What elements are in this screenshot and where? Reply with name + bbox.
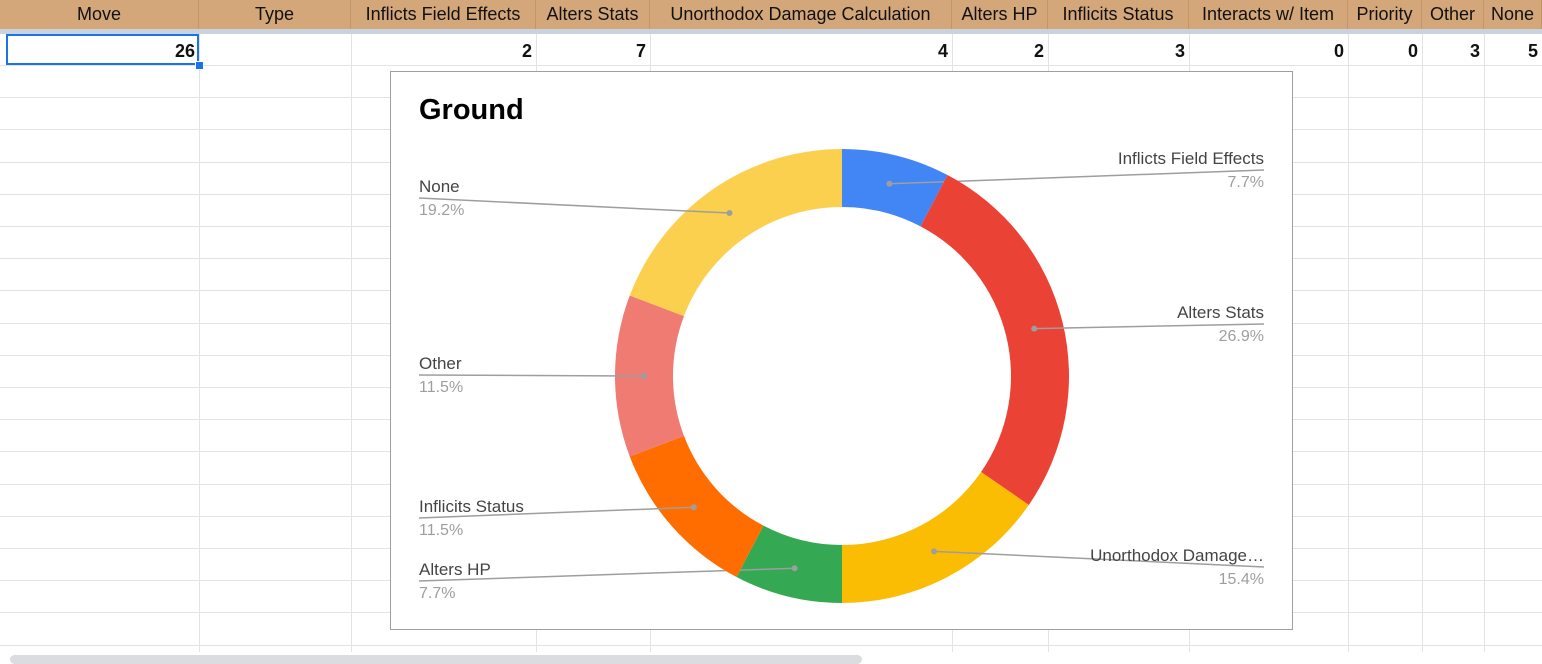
cell-alters-hp[interactable]: 2 bbox=[1033, 41, 1044, 61]
cell-alters-stats[interactable]: 7 bbox=[635, 41, 646, 61]
cell-none[interactable]: 5 bbox=[1527, 41, 1538, 61]
column-header-unorthodox-damage[interactable]: Unorthodox Damage Calculation bbox=[650, 0, 952, 29]
cell-inflicits-status[interactable]: 3 bbox=[1174, 41, 1185, 61]
leader-dot bbox=[931, 548, 938, 555]
cell-other[interactable]: 3 bbox=[1469, 41, 1480, 61]
slice-percent-inflicits-status: 11.5% bbox=[419, 522, 463, 539]
horizontal-scrollbar[interactable] bbox=[10, 655, 862, 664]
column-gridline bbox=[199, 34, 200, 652]
slice-label-other: Other bbox=[419, 354, 462, 373]
slice-label-none: None bbox=[419, 177, 460, 196]
column-header-alters-stats[interactable]: Alters Stats bbox=[536, 0, 650, 29]
slice-percent-inflicts-field-effects: 7.7% bbox=[1228, 174, 1264, 191]
column-header-priority[interactable]: Priority bbox=[1348, 0, 1422, 29]
leader-dot bbox=[690, 504, 697, 511]
column-header-move[interactable]: Move bbox=[0, 0, 199, 29]
slice-label-alters-hp: Alters HP bbox=[419, 560, 491, 579]
column-gridline bbox=[1484, 34, 1485, 652]
leader-line bbox=[933, 550, 1265, 568]
leader-dot bbox=[726, 210, 733, 217]
column-header-alters-hp[interactable]: Alters HP bbox=[952, 0, 1048, 29]
column-gridline bbox=[351, 34, 352, 652]
leader-dot bbox=[1031, 325, 1038, 332]
header-row-divider bbox=[0, 29, 1542, 34]
column-header-inflicts-field-effects[interactable]: Inflicts Field Effects bbox=[351, 0, 536, 29]
slice-label-inflicits-status: Inflicits Status bbox=[419, 497, 524, 516]
slice-percent-alters-hp: 7.7% bbox=[419, 585, 455, 602]
leader-line bbox=[1034, 323, 1265, 330]
chart-plot: Inflicts Field Effects 7.7% Alters Stats 26… bbox=[418, 149, 1265, 603]
slice-percent-none: 19.2% bbox=[419, 202, 464, 219]
column-header-interacts-item[interactable]: Interacts w/ Item bbox=[1189, 0, 1348, 29]
slice-label-alters-stats: Alters Stats bbox=[1177, 303, 1264, 322]
slice-alters-hp[interactable] bbox=[736, 525, 842, 603]
slice-percent-alters-stats: 26.9% bbox=[1219, 328, 1264, 345]
leader-line bbox=[418, 374, 645, 377]
cell-priority[interactable]: 0 bbox=[1407, 41, 1418, 61]
slice-percent-other: 11.5% bbox=[419, 379, 463, 396]
donut-chart[interactable]: Ground Inflicts Field Effects 7.7% Alters … bbox=[390, 71, 1293, 630]
slice-none[interactable] bbox=[629, 149, 842, 317]
leader-dot bbox=[791, 565, 798, 572]
leader-line bbox=[418, 197, 730, 214]
cell-inflicts-field-effects[interactable]: 2 bbox=[521, 41, 532, 61]
leader-dot bbox=[641, 373, 647, 379]
column-gridline bbox=[1422, 34, 1423, 652]
column-header-other[interactable]: Other bbox=[1422, 0, 1484, 29]
slice-alters-stats[interactable] bbox=[920, 175, 1069, 505]
cell-type[interactable] bbox=[199, 34, 351, 65]
slice-percent-unorthodox-damage: 15.4% bbox=[1219, 571, 1264, 588]
slice-inflicts-field-effects[interactable] bbox=[842, 149, 948, 227]
row-gridline bbox=[0, 645, 1542, 646]
cell-move[interactable]: 26 bbox=[174, 41, 195, 61]
fill-handle[interactable] bbox=[195, 61, 204, 70]
column-header-none[interactable]: None bbox=[1484, 0, 1542, 29]
slice-label-inflicts-field-effects: Inflicts Field Effects bbox=[1118, 149, 1264, 168]
slice-unorthodox-damage[interactable] bbox=[842, 472, 1029, 603]
chart-title: Ground bbox=[419, 94, 524, 126]
row-gridline bbox=[0, 65, 1542, 66]
leader-dot bbox=[886, 180, 893, 187]
column-gridline bbox=[1348, 34, 1349, 652]
column-header-inflicits-status[interactable]: Inflicits Status bbox=[1048, 0, 1189, 29]
selected-cell-highlight[interactable] bbox=[6, 34, 199, 65]
cell-interacts-item[interactable]: 0 bbox=[1333, 41, 1344, 61]
leader-line bbox=[418, 506, 694, 519]
slice-other[interactable] bbox=[615, 295, 684, 457]
column-header-type[interactable]: Type bbox=[199, 0, 351, 29]
cell-unorthodox-damage[interactable]: 4 bbox=[937, 41, 948, 61]
slice-label-unorthodox-damage: Unorthodox Damage… bbox=[1090, 546, 1264, 565]
